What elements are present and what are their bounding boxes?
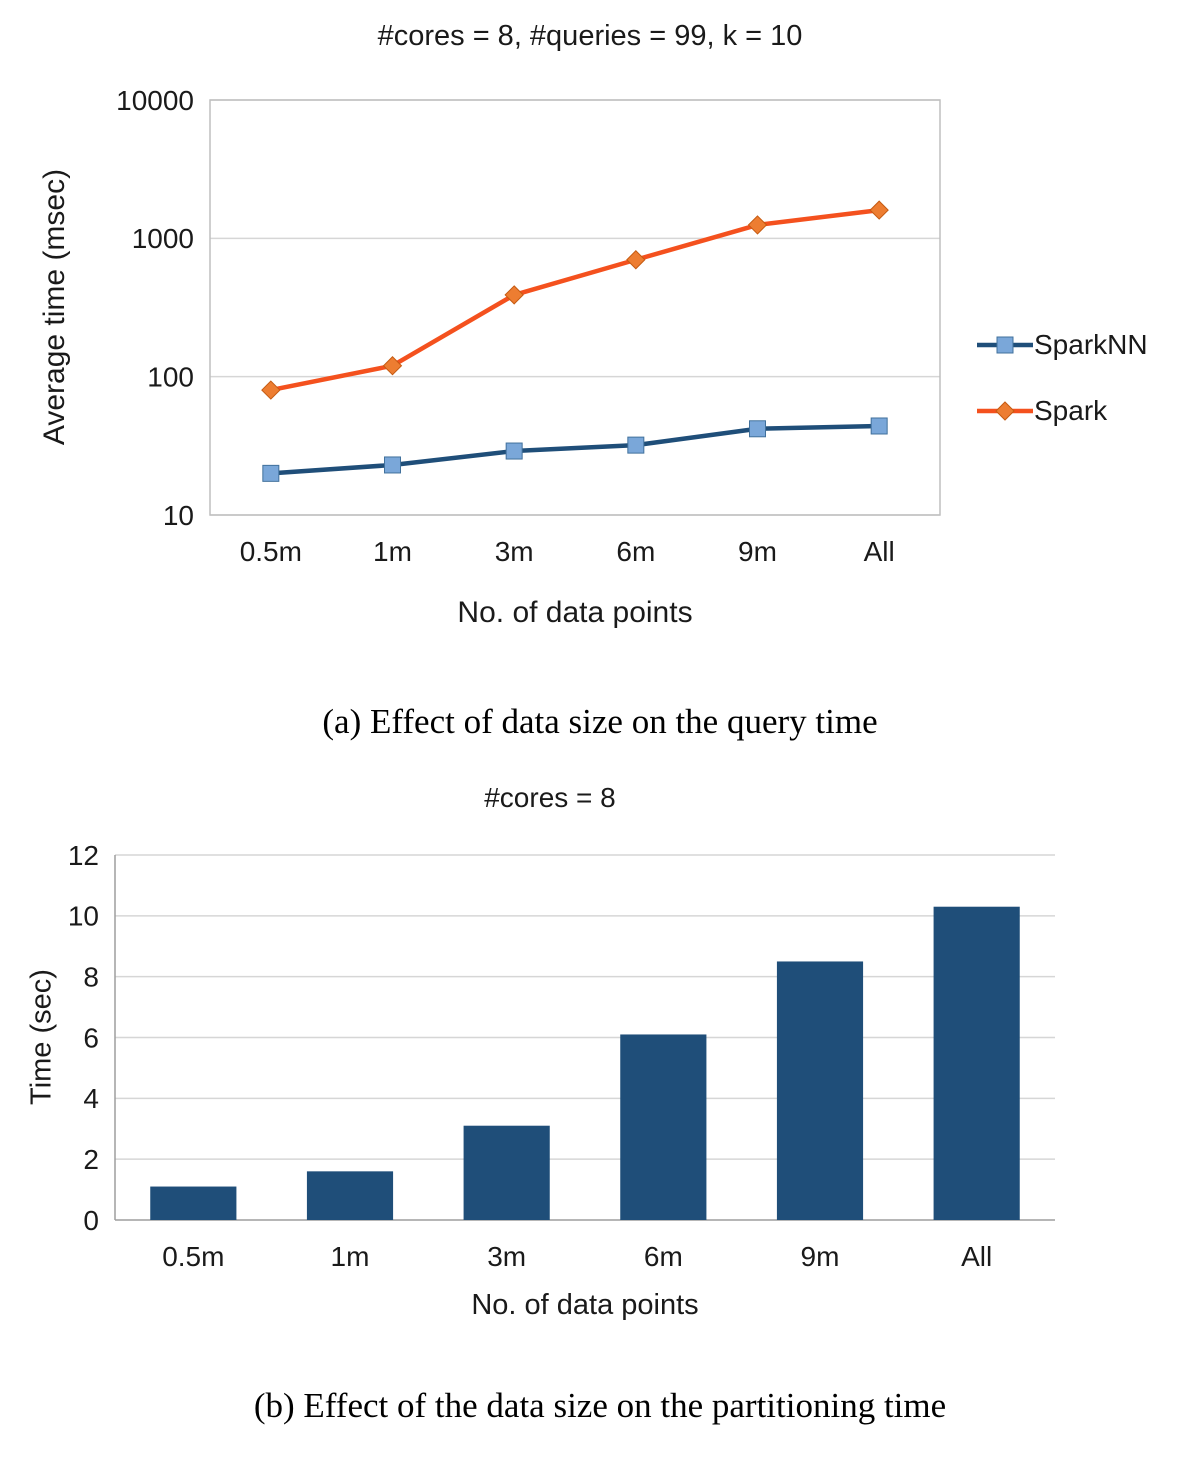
y-tick-label: 4	[83, 1083, 99, 1114]
marker	[995, 401, 1015, 421]
legend-label: Spark	[1034, 395, 1108, 426]
x-tick-label: All	[864, 536, 895, 567]
y-tick-label: 1000	[132, 223, 194, 254]
bar-chart-plot: 0 2 4 6 8 10 12 0.5m 1m 3m 6m 9m All	[68, 840, 1055, 1272]
x-tick-label: 0.5m	[240, 536, 302, 567]
bar	[150, 1186, 237, 1220]
y-tick-label: 10000	[116, 85, 194, 116]
marker	[870, 417, 888, 435]
series-line	[270, 423, 880, 476]
chart-a-title: #cores = 8, #queries = 99, k = 10	[377, 20, 803, 52]
legend-item-spark: Spark	[977, 395, 1148, 427]
chart-a-y-axis-label: Average time (msec)	[38, 168, 71, 446]
x-tick-label: 3m	[495, 536, 534, 567]
bar	[463, 1125, 550, 1220]
legend-label: SparkNN	[1034, 329, 1148, 360]
legend-item-sparknn: SparkNN	[977, 329, 1148, 361]
bar	[776, 961, 864, 1220]
marker	[747, 215, 768, 235]
y-tick-label: 10	[163, 500, 194, 531]
marker	[627, 436, 645, 454]
y-tick-label: 10	[68, 901, 99, 932]
plot-border	[209, 99, 941, 516]
x-tick-label: 3m	[487, 1241, 526, 1272]
marker	[504, 285, 524, 305]
line-chart-plot: 10 100 1000 10000 0.5m 1m 3m 6m 9m All	[116, 85, 941, 567]
x-tick-label: 6m	[644, 1241, 683, 1272]
x-tick-label: 9m	[801, 1241, 840, 1272]
marker	[384, 456, 401, 474]
marker	[262, 464, 280, 482]
marker	[869, 200, 889, 220]
y-tick-label: 100	[147, 361, 194, 392]
marker	[382, 356, 403, 376]
chart-a-x-axis-label: No. of data points	[457, 596, 693, 629]
chart-b-title: #cores = 8	[484, 782, 616, 813]
x-tick-label: All	[961, 1241, 992, 1272]
caption-b: (b) Effect of the data size on the parti…	[253, 1386, 947, 1425]
marker	[261, 380, 281, 400]
bar	[306, 1171, 394, 1220]
y-tick-label: 12	[68, 840, 99, 871]
x-tick-label: 1m	[373, 536, 412, 567]
y-tick-label: 8	[83, 961, 99, 992]
y-tick-label: 0	[83, 1205, 99, 1236]
y-tick-label: 6	[83, 1022, 99, 1053]
chart-b-x-axis-label: No. of data points	[471, 1289, 699, 1321]
marker	[749, 420, 766, 438]
marker	[505, 442, 523, 460]
x-tick-label: 0.5m	[162, 1241, 224, 1272]
caption-a: (a) Effect of data size on the query tim…	[322, 702, 878, 741]
series-line	[270, 207, 880, 393]
marker	[626, 250, 646, 270]
legend: SparkNN Spark	[977, 329, 1148, 427]
marker	[996, 336, 1014, 354]
chart-b-y-axis-label: Time (sec)	[25, 969, 58, 1105]
x-tick-label: 6m	[616, 536, 655, 567]
x-tick-label: 9m	[738, 536, 777, 567]
y-tick-label: 2	[83, 1144, 99, 1175]
bar	[620, 1034, 707, 1220]
square-marker-icon	[977, 336, 1033, 354]
diamond-marker-icon	[977, 401, 1033, 421]
x-tick-label: 1m	[331, 1241, 370, 1272]
bar	[933, 906, 1020, 1220]
